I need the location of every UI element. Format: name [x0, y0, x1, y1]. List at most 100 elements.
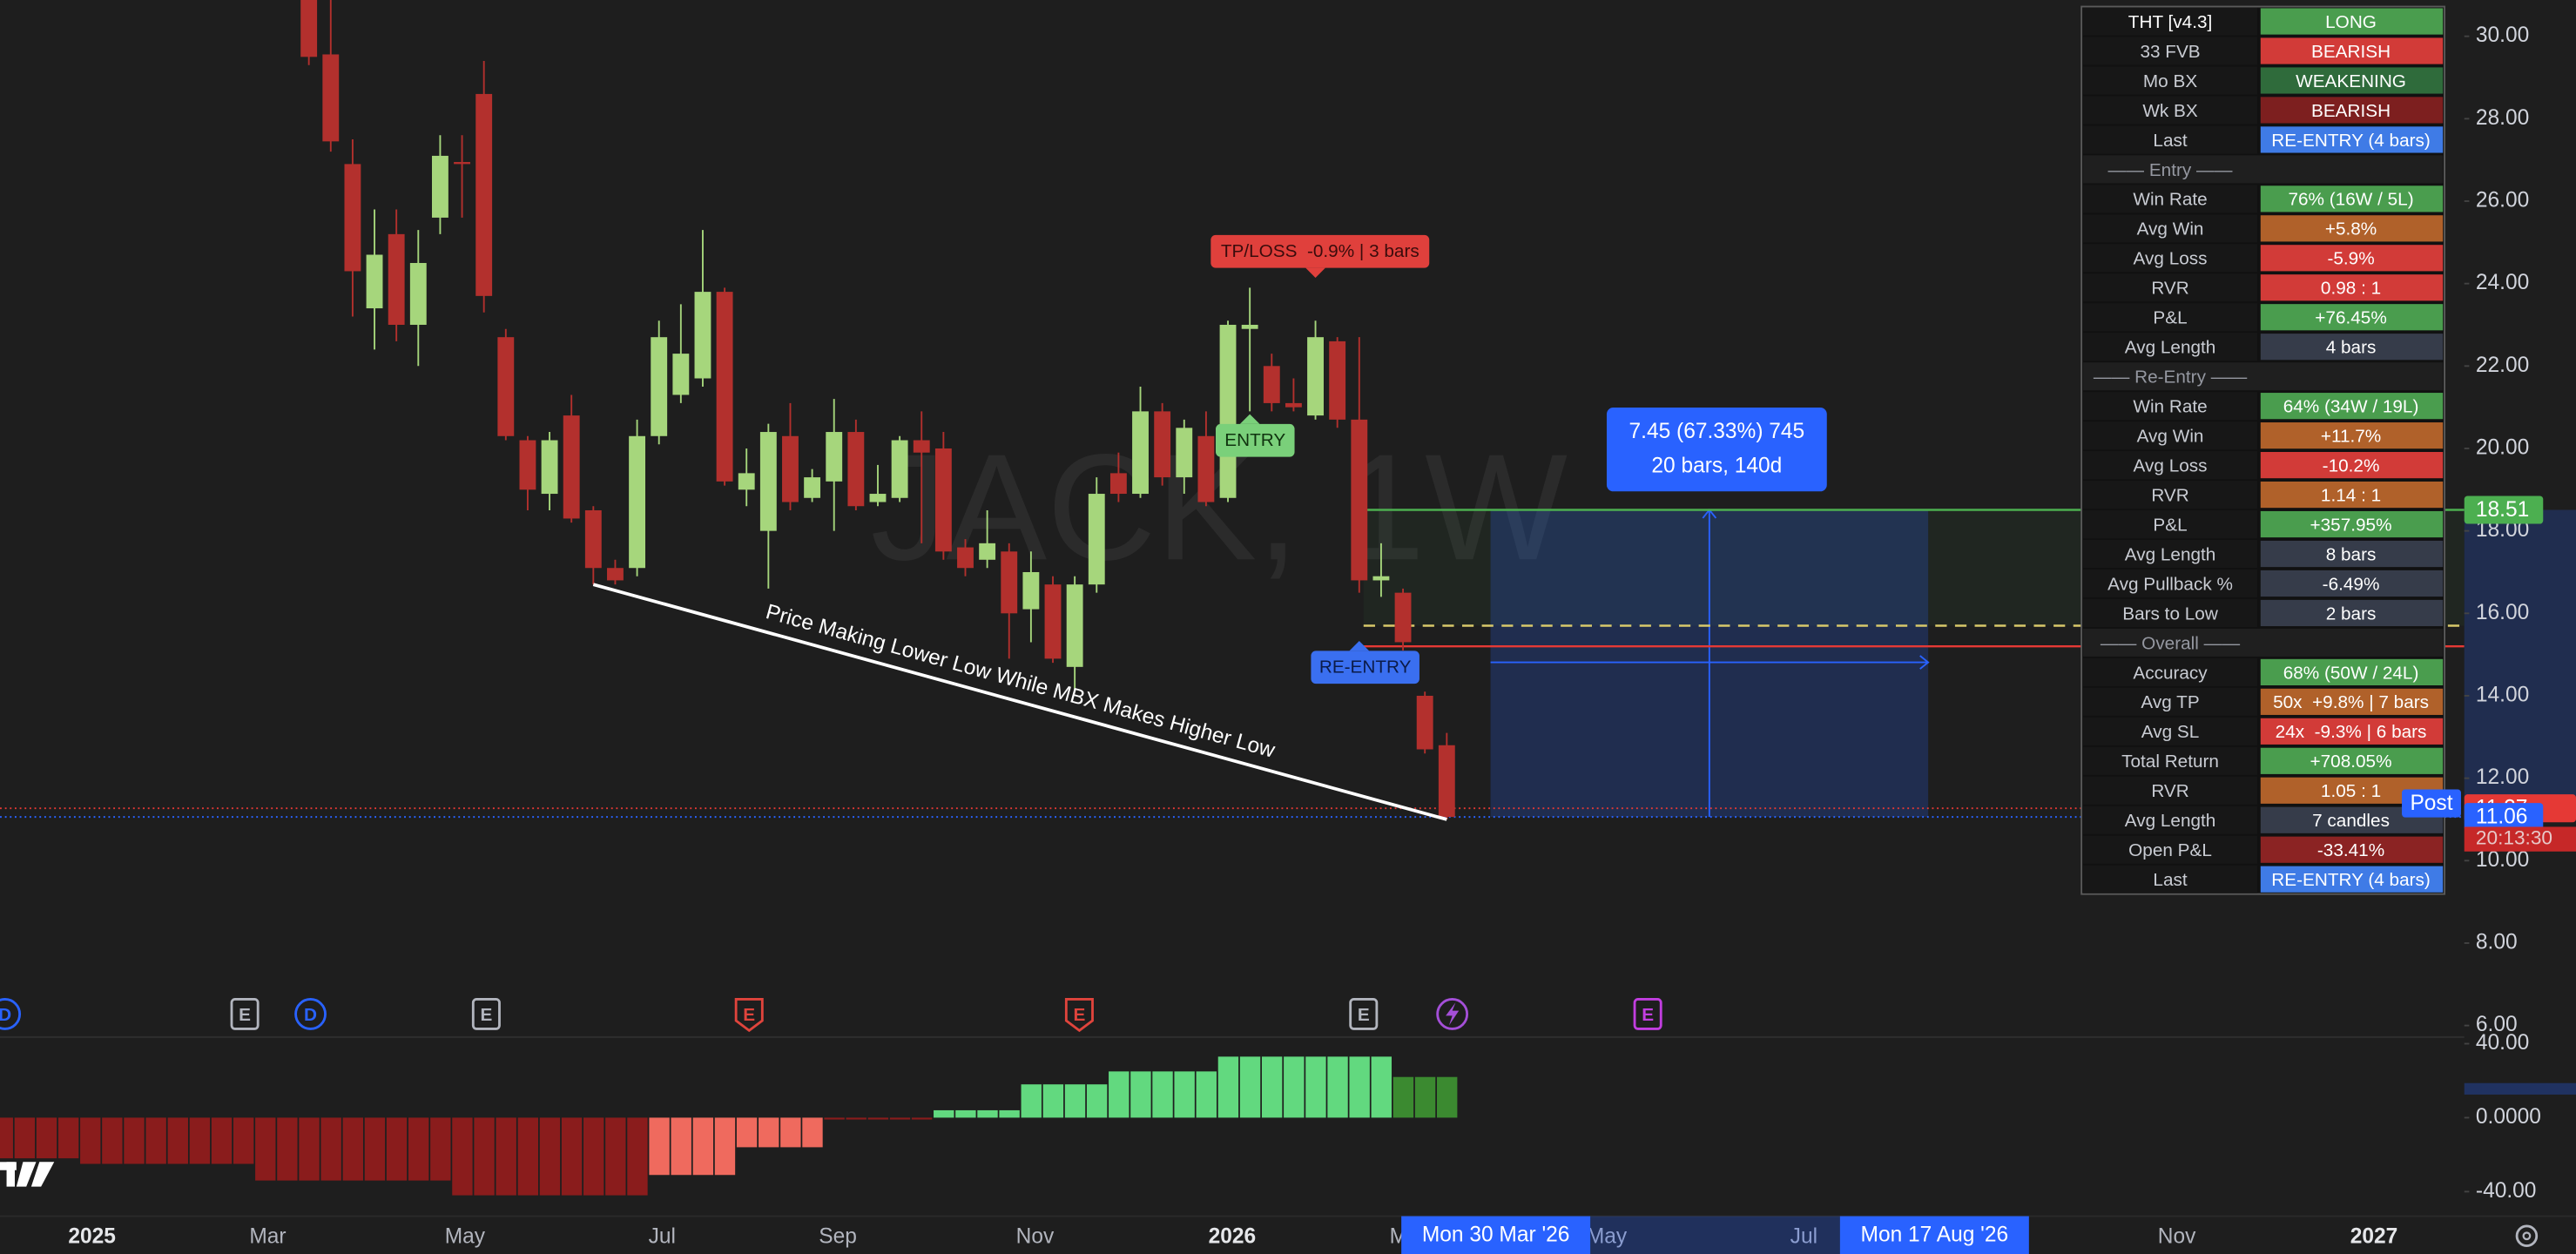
table-label-cell	[2083, 185, 2258, 213]
candle-body	[300, 0, 318, 57]
event-marker	[1064, 998, 1094, 1033]
settings-icon[interactable]	[2515, 1224, 2539, 1247]
table-value: 7 candles	[2312, 811, 2390, 831]
table-value: RE-ENTRY (4 bars)	[2271, 870, 2431, 890]
histogram-bar	[1064, 1084, 1086, 1118]
x-tick-label: Nov	[1016, 1225, 1055, 1249]
x-tick-label: Jul	[1790, 1225, 1817, 1249]
histogram-bar	[1086, 1084, 1108, 1118]
histogram-bar	[1284, 1056, 1305, 1118]
histogram-bar	[1021, 1084, 1042, 1118]
table-value: 1.14 : 1	[2321, 485, 2381, 505]
table-label-cell	[2083, 539, 2258, 569]
table-label-cell	[2083, 746, 2258, 775]
table-label-cell	[2083, 392, 2258, 421]
table-label: Mo BX	[2143, 71, 2197, 91]
candle-body	[1438, 745, 1455, 818]
table-label-cell	[2083, 125, 2258, 154]
event-marker[interactable]	[0, 998, 22, 1030]
histogram-bar	[1152, 1071, 1173, 1118]
table-value-cell	[2260, 481, 2444, 509]
x-tick-label: Sep	[819, 1225, 857, 1249]
histogram-bar	[80, 1117, 101, 1164]
event-marker	[471, 998, 501, 1030]
table-label: Avg Length	[2125, 338, 2216, 358]
candle-body	[1307, 337, 1324, 416]
table-label: Avg Length	[2125, 544, 2216, 564]
table-label-cell	[2083, 451, 2258, 480]
table-label: Accuracy	[2133, 663, 2208, 683]
table-value: -6.49%	[2323, 574, 2380, 594]
x-tick-label: May	[445, 1225, 486, 1249]
candle-body	[454, 162, 470, 165]
price-tag-label: 11.06	[2476, 806, 2528, 829]
histogram-bar	[671, 1117, 691, 1176]
candle-body	[1372, 576, 1390, 581]
histogram-bar	[955, 1109, 976, 1118]
candle-body	[1176, 428, 1193, 478]
measure-label: 20 bars, 140d	[1651, 454, 1782, 477]
table-label: Total Return	[2121, 752, 2219, 772]
event-marker	[1633, 998, 1662, 1030]
y-tick-label: 28.00	[2476, 106, 2529, 130]
x-tick-label: May	[1587, 1225, 1628, 1249]
histogram-bar	[408, 1117, 429, 1181]
histogram-bar	[780, 1117, 801, 1148]
lightning-icon	[1446, 1002, 1460, 1026]
table-label: Avg Length	[2125, 811, 2216, 831]
table-label: Win Rate	[2133, 190, 2207, 210]
candle-body	[913, 440, 930, 453]
histogram-bar	[277, 1117, 298, 1181]
histogram-bar	[736, 1117, 758, 1148]
table-value: 2 bars	[2326, 603, 2377, 624]
histogram-bar	[824, 1117, 845, 1120]
table-value: BEARISH	[2311, 101, 2391, 121]
candle-body	[409, 262, 427, 325]
y-tick-label: 0.0000	[2476, 1105, 2541, 1129]
table-label: Bars to Low	[2122, 603, 2219, 624]
table-label: Avg Pullback %	[2107, 574, 2233, 594]
table-value-cell	[2260, 245, 2444, 272]
table-label-cell	[2083, 66, 2258, 95]
histogram-bar	[1042, 1084, 1064, 1118]
histogram-bar	[802, 1117, 823, 1148]
trendline	[592, 583, 1447, 821]
table-value: -10.2%	[2323, 455, 2380, 475]
table-value-cell	[2260, 274, 2444, 301]
event-marker[interactable]	[294, 998, 327, 1030]
x-tick-label: 2025	[68, 1225, 116, 1249]
candle-body	[759, 432, 777, 531]
histogram-bar	[255, 1117, 276, 1181]
session-tag	[2402, 789, 2461, 818]
table-value: 24x -9.3% | 6 bars	[2276, 722, 2427, 742]
table-value-cell	[2260, 422, 2444, 449]
candle-body	[1154, 411, 1171, 478]
histogram-bar	[1196, 1071, 1217, 1118]
table-label: 33 FVB	[2140, 42, 2200, 62]
signal-pointer	[1305, 267, 1325, 278]
candle-body	[869, 494, 887, 502]
table-value: +11.7%	[2321, 427, 2381, 447]
candle-body	[847, 432, 865, 507]
table-label-cell	[2083, 687, 2258, 716]
table-label-cell	[2083, 7, 2258, 36]
time-range-label: Mon 17 Aug '26	[1861, 1224, 2009, 1247]
time-range-tag	[1401, 1216, 1591, 1254]
y-tick-label: 16.00	[2476, 601, 2529, 624]
candle-body	[563, 415, 580, 519]
price-axis-range	[2464, 509, 2576, 818]
table-value: -5.9%	[2327, 249, 2374, 269]
table-label-cell	[2083, 333, 2258, 361]
candle-body	[782, 435, 799, 502]
table-label-cell	[2083, 717, 2258, 745]
table-section-row	[2083, 362, 2444, 391]
signal-pointer	[1349, 641, 1370, 651]
histogram-bar	[889, 1117, 911, 1120]
table-label-cell	[2083, 214, 2258, 243]
y-tick-label: -40.00	[2476, 1179, 2537, 1203]
candle-body	[1351, 419, 1368, 581]
histogram-bar	[1109, 1071, 1130, 1118]
histogram-bar	[233, 1117, 254, 1164]
signal-label-box	[1210, 234, 1430, 268]
